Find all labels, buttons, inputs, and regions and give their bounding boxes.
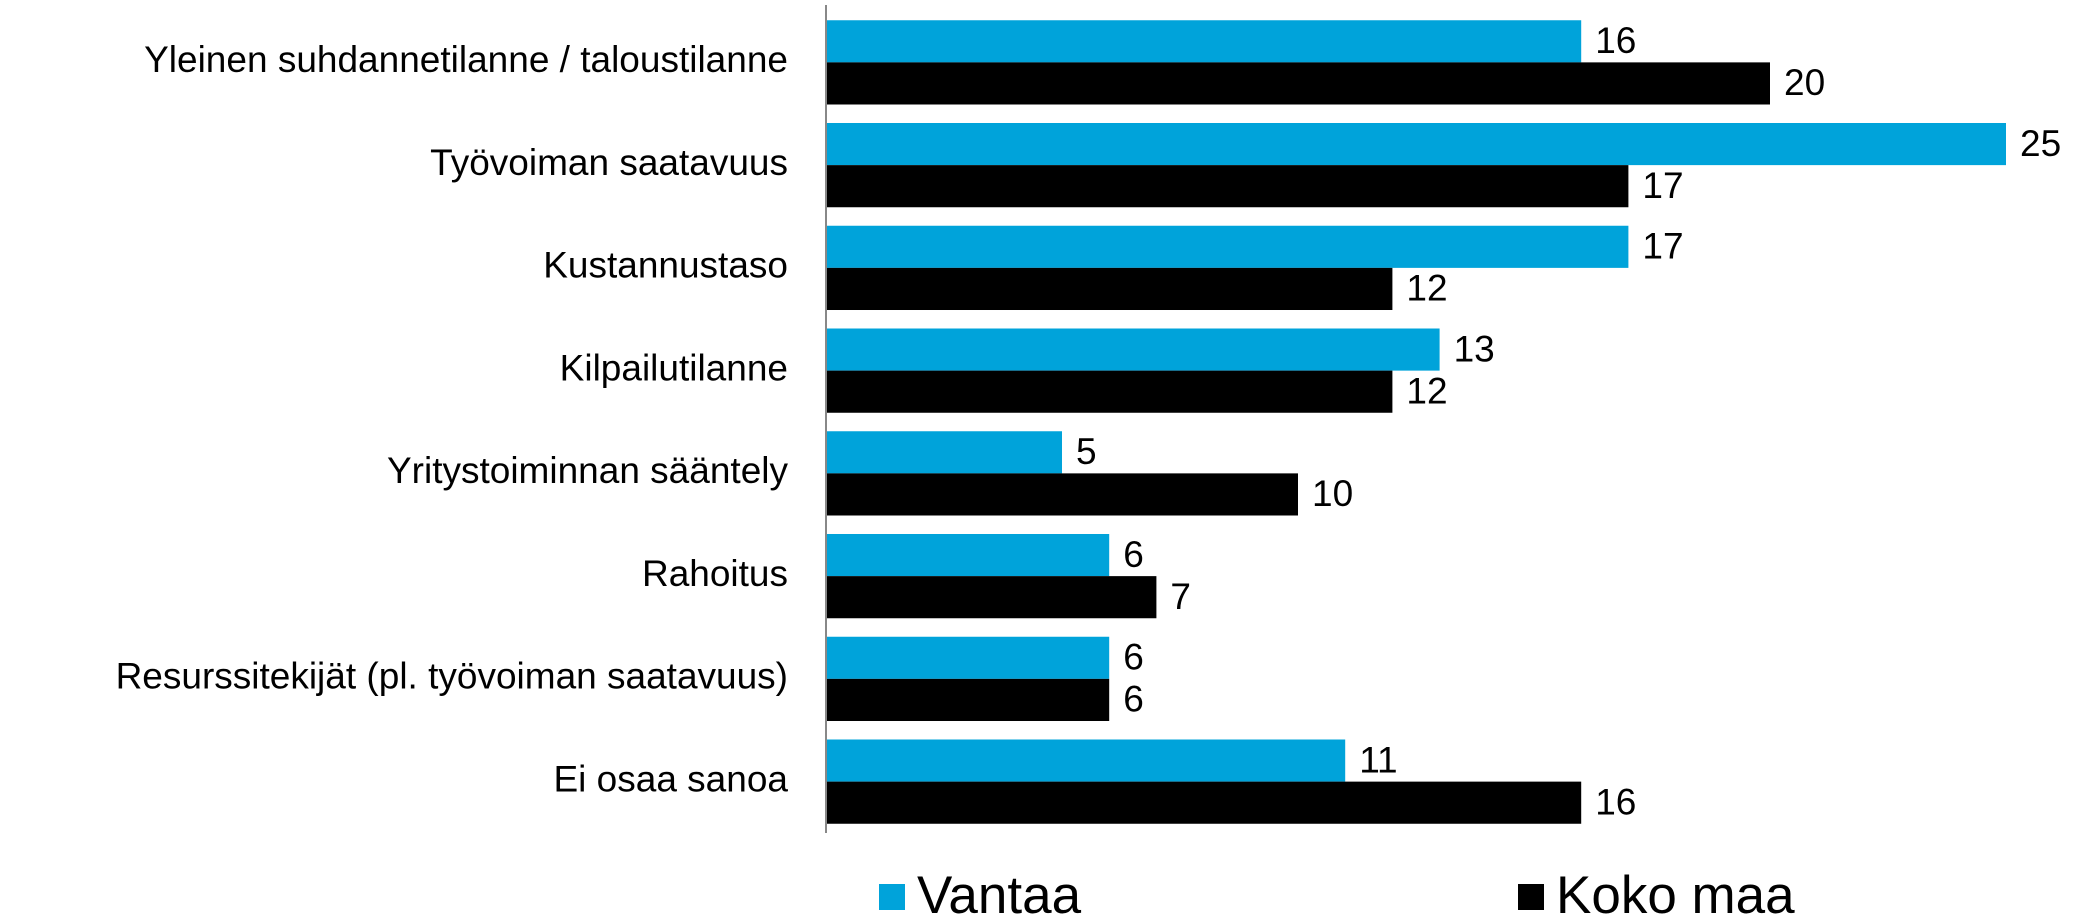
- value-label: 10: [1312, 473, 1353, 514]
- value-label: 5: [1076, 431, 1097, 472]
- bar: [826, 165, 1629, 208]
- legend-swatch: [1518, 884, 1544, 910]
- category-label: Kilpailutilanne: [560, 347, 788, 388]
- category-label: Yleinen suhdannetilanne / taloustilanne: [144, 39, 788, 80]
- value-label: 11: [1359, 739, 1397, 780]
- value-label: 12: [1406, 370, 1447, 411]
- value-label: 6: [1123, 679, 1144, 720]
- legend-swatch: [879, 884, 905, 910]
- bar: [826, 781, 1582, 824]
- bar: [826, 473, 1298, 516]
- value-label: 12: [1406, 268, 1447, 309]
- bar: [826, 431, 1062, 474]
- bar: [826, 122, 2006, 166]
- bar: [826, 739, 1346, 782]
- bar: [826, 636, 1110, 679]
- bar: [826, 225, 1629, 268]
- value-label: 6: [1123, 534, 1144, 575]
- bar: [826, 370, 1393, 413]
- value-label: 13: [1454, 328, 1495, 369]
- bar: [826, 62, 1770, 105]
- bar: [826, 20, 1582, 63]
- value-label: 6: [1123, 637, 1144, 678]
- value-label: 16: [1595, 781, 1636, 822]
- bar: [826, 328, 1440, 371]
- value-label: 7: [1170, 576, 1191, 617]
- value-label: 16: [1595, 20, 1636, 61]
- category-label: Rahoitus: [642, 553, 788, 594]
- value-label: 17: [1642, 165, 1683, 206]
- category-label: Ei osaa sanoa: [553, 758, 788, 799]
- value-label: 25: [2020, 123, 2061, 164]
- value-label: 17: [1642, 226, 1683, 267]
- bar: [826, 678, 1110, 722]
- bar: [826, 576, 1157, 619]
- category-label: Yritystoiminnan sääntely: [387, 450, 789, 491]
- value-label: 20: [1784, 62, 1825, 103]
- category-label: Resurssitekijät (pl. työvoiman saatavuus…: [116, 656, 788, 697]
- legend-label: Koko maa: [1556, 866, 1795, 917]
- bar: [826, 533, 1110, 577]
- category-label: Kustannustaso: [543, 245, 788, 286]
- bar: [826, 267, 1393, 311]
- legend-label: Vantaa: [917, 866, 1082, 917]
- category-label: Työvoiman saatavuus: [430, 142, 788, 183]
